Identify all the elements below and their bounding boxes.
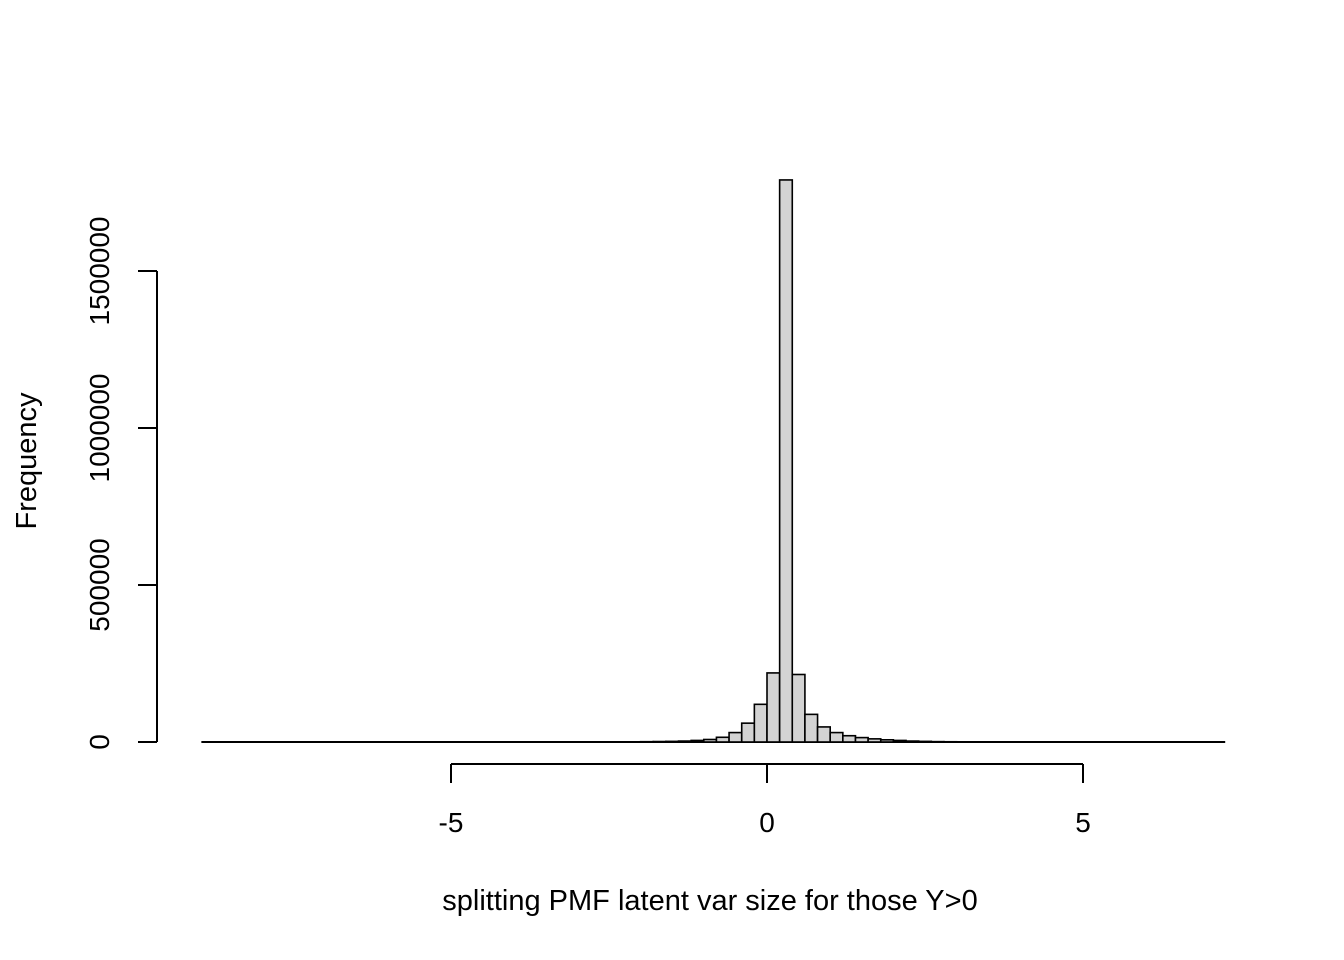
y-tick-label-1: 500000	[84, 538, 115, 631]
histogram-bar-12	[791, 673, 806, 743]
histogram-bar-4	[690, 739, 705, 743]
x-tick-label-2: 5	[1075, 807, 1091, 838]
histogram-bar-7	[728, 731, 743, 743]
histogram-bars	[201, 179, 1226, 743]
y-axis-title: Frequency	[11, 392, 43, 530]
histogram-bar-22	[917, 740, 933, 743]
histogram-bar-13	[804, 713, 819, 743]
histogram-bar-14	[816, 726, 831, 743]
histogram-bar-8	[740, 722, 756, 743]
x-axis: -5 0 5	[439, 763, 1091, 838]
histogram-bar-15	[829, 731, 844, 743]
histogram-bar-5	[702, 738, 718, 743]
histogram-bar-10	[766, 672, 781, 743]
x-tick-label-1: 0	[759, 807, 775, 838]
histogram-bar-16	[842, 734, 857, 743]
histogram-bar-6	[715, 736, 730, 743]
x-tick-label-0: -5	[439, 807, 464, 838]
y-tick-label-3: 1500000	[84, 216, 115, 325]
histogram-bar-2	[665, 740, 680, 743]
x-axis-title: splitting PMF latent var size for those …	[442, 885, 977, 917]
histogram-bar-19	[879, 739, 895, 743]
histogram-bar-18	[867, 738, 882, 743]
histogram-bar-3	[677, 740, 692, 743]
y-tick-label-0: 0	[84, 734, 115, 750]
histogram-bar-11	[778, 179, 794, 743]
y-tick-label-2: 1000000	[84, 373, 115, 482]
y-axis: 0 500000 1000000 1500000	[84, 216, 158, 750]
histogram-bar-21	[905, 740, 920, 743]
histogram-bar-9	[753, 703, 768, 743]
histogram-bar-17	[854, 736, 869, 743]
histogram-bar-20	[892, 739, 907, 743]
